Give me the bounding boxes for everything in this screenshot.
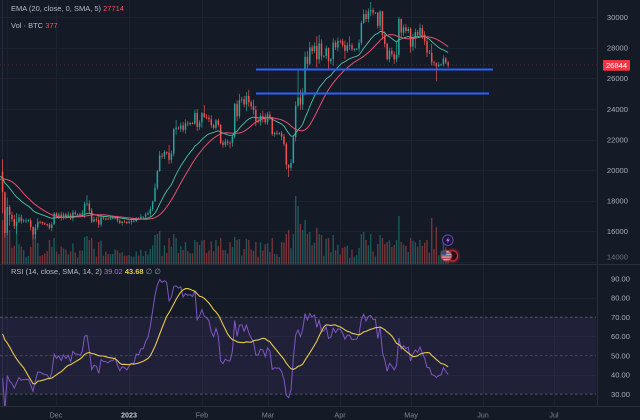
svg-text:Jul: Jul [549, 411, 559, 420]
svg-text:60.00: 60.00 [611, 332, 630, 341]
svg-text:26000: 26000 [607, 74, 628, 83]
svg-text:16000: 16000 [607, 227, 628, 236]
svg-text:24000: 24000 [607, 105, 628, 114]
svg-text:Feb: Feb [196, 411, 208, 420]
svg-text:70.00: 70.00 [611, 313, 630, 322]
svg-text:RSI (14, close, SMA, 14, 2) 39: RSI (14, close, SMA, 14, 2) 39.02 43.68 … [11, 267, 161, 276]
svg-text:EMA (20, close, 0, SMA, 5) 277: EMA (20, close, 0, SMA, 5) 27714 [11, 4, 124, 13]
svg-text:80.00: 80.00 [611, 294, 630, 303]
svg-text:22000: 22000 [607, 135, 628, 144]
svg-text:50.00: 50.00 [611, 351, 630, 360]
svg-text:Apr: Apr [334, 411, 346, 420]
svg-text:20000: 20000 [607, 166, 628, 175]
svg-text:Jun: Jun [477, 411, 489, 420]
svg-text:May: May [404, 411, 418, 420]
svg-text:2023: 2023 [121, 411, 137, 420]
svg-text:26844: 26844 [606, 61, 627, 70]
svg-text:14000: 14000 [607, 253, 628, 262]
svg-text:Mar: Mar [262, 411, 275, 420]
svg-text:30000: 30000 [607, 13, 628, 22]
svg-text:30.00: 30.00 [611, 390, 630, 399]
svg-text:Vol · BTC 377: Vol · BTC 377 [11, 21, 58, 30]
svg-text:18000: 18000 [607, 196, 628, 205]
svg-text:40.00: 40.00 [611, 371, 630, 380]
svg-text:90.00: 90.00 [611, 275, 630, 284]
svg-text:Dec: Dec [50, 411, 63, 420]
svg-text:28000: 28000 [607, 44, 628, 53]
